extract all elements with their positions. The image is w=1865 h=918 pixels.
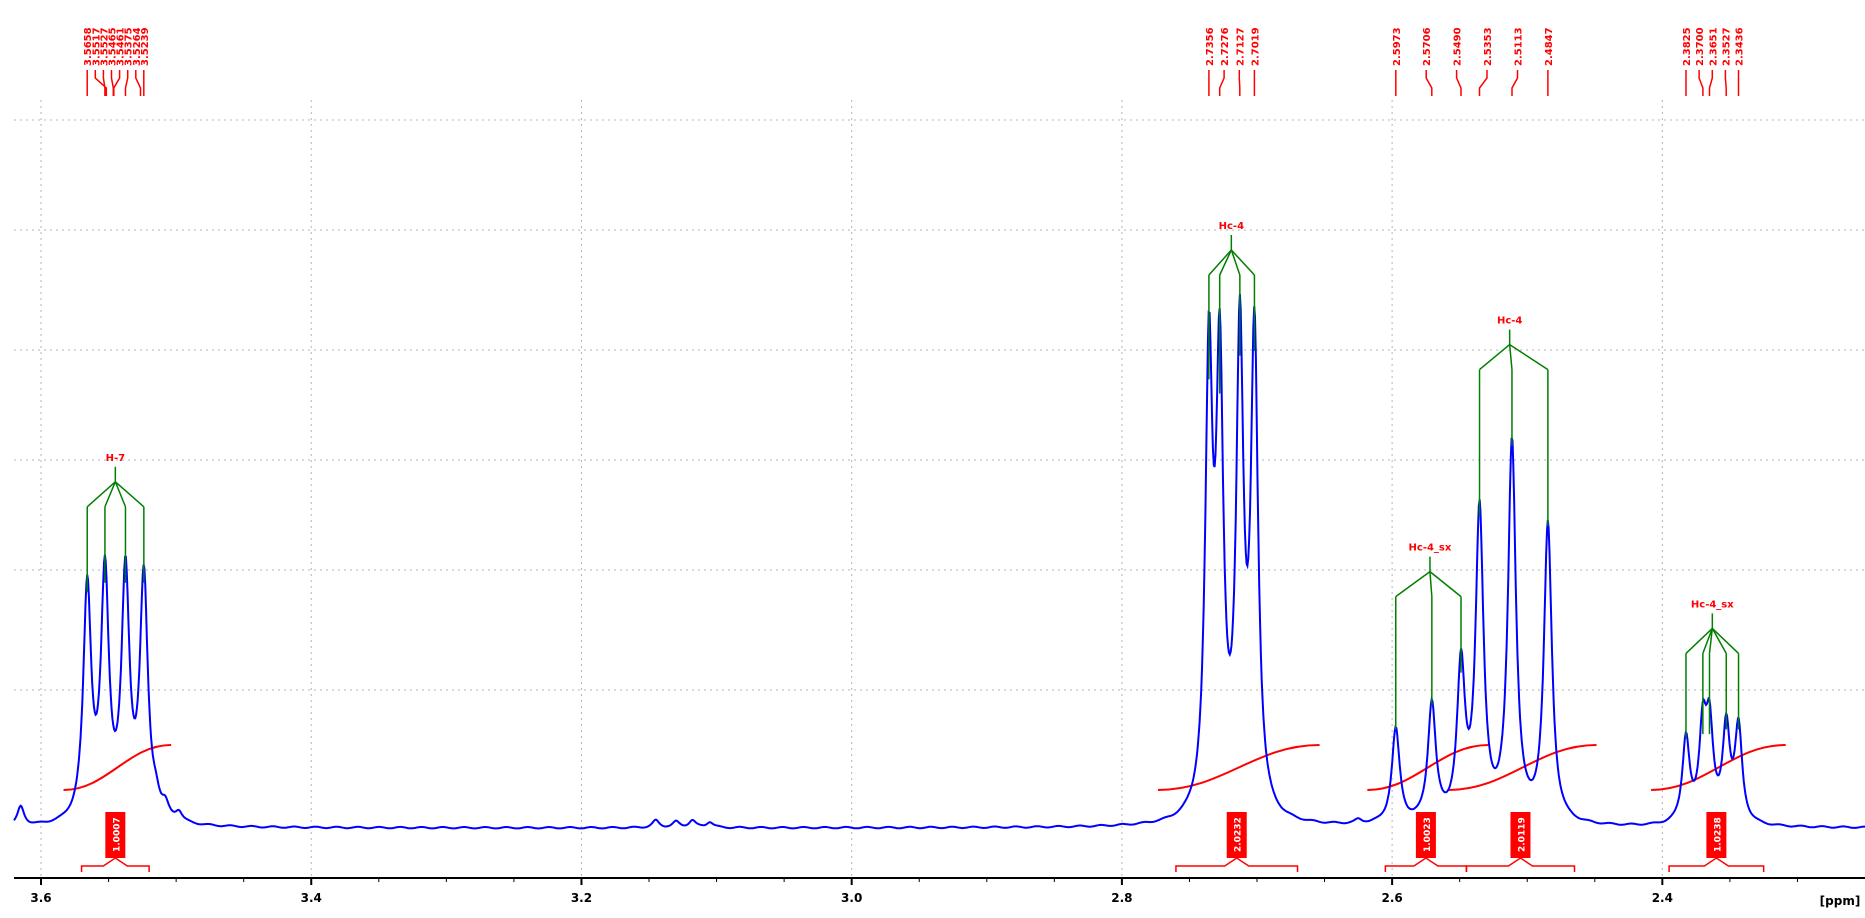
tree-branch [1685,627,1713,654]
integral-value: 1.0007 [112,817,122,852]
peak-label-leader [1455,70,1462,96]
spectrum-trace [13,294,1865,830]
multiplet-label: Hc-4_sx [1691,599,1734,610]
grid-lines [14,100,1865,878]
peak-label: 2.3700 [1695,27,1706,66]
x-tick-label: 2.8 [1111,891,1132,905]
tree-branch [114,481,127,508]
integral-curve [1157,744,1320,791]
peak-label-leader [1698,70,1704,96]
peak-label: 2.7019 [1250,27,1261,66]
integral-value: 1.0238 [1713,817,1723,852]
peak-label: 3.5527 [99,27,110,66]
tree-branch [1508,344,1513,370]
tree-branch [1429,571,1433,597]
multiplet-label: Hc-4 [1219,221,1244,232]
tree-branch [1509,343,1549,371]
tree-branch [104,481,117,508]
peak-label-leader [113,70,121,96]
peak-label: 2.5353 [1483,27,1494,66]
tree-branch [1479,344,1511,371]
peak-label: 2.5113 [1514,27,1525,66]
tree-branch [1219,249,1233,276]
peak-label-leader [1724,70,1727,96]
peak-label: 3.5465 [108,27,119,66]
peak-labels: 3.56583.55173.55273.54653.54613.53753.52… [83,27,1746,96]
peak-label: 3.5461 [116,27,127,66]
x-axis: 3.6 3.4 3.2 3.0 2.8 2.6 2.4 [14,877,1865,905]
x-tick-label: 2.6 [1381,891,1402,905]
integral-bracket [1465,857,1576,872]
peak-label-leader [94,70,108,96]
integral-brackets: 1.0007 2.0232 1.0023 2.0119 1.0238 [80,812,1765,872]
integral-curve [1367,744,1489,791]
integral-bracket [1175,857,1299,872]
peak-label: 3.5375 [124,27,135,66]
integral-value-box [1510,812,1531,858]
integral-value-box [1226,812,1247,858]
peak-label: 3.5264 [132,27,143,66]
peak-label-leader [1511,70,1519,96]
tree-branch [1230,249,1255,276]
tree-branch [114,481,145,508]
peak-label: 2.4847 [1544,27,1555,66]
peak-label-leader [110,70,115,96]
multiplet-trees: H-7 Hc-4 Hc-4_sx Hc-4 Hc-4_sx [86,221,1740,739]
peak-label-leader [1708,70,1714,96]
tree-branch [1708,628,1714,654]
x-tick-label: 2.4 [1652,891,1673,905]
tree-branch [1429,571,1462,598]
peak-label: 2.3651 [1708,27,1719,66]
peak-label: 2.7276 [1220,27,1231,66]
x-tick-label: 3.4 [301,891,322,905]
peak-label: 3.5239 [140,27,151,66]
peak-label: 2.5706 [1422,27,1433,66]
peak-label: 2.7127 [1235,27,1246,66]
integral-curve [1448,744,1597,791]
x-axis-label: [ppm] [1820,894,1861,908]
tree-branch [1702,628,1714,654]
spectrum-line [13,294,1865,830]
integral-value: 2.0119 [1517,817,1527,852]
peak-label-leader [1218,70,1225,96]
tree-branch [1230,249,1241,276]
peak-label: 2.7356 [1205,27,1216,66]
peak-label-leader [124,70,129,96]
integral-bracket [1668,857,1765,872]
tree-branch [1395,571,1431,598]
integral-value-box [1706,812,1727,858]
integral-curve [1651,744,1786,791]
integral-value-box [105,812,126,858]
integral-curve [63,744,172,791]
multiplet-label: Hc-4_sx [1409,543,1452,554]
peak-label: 2.3527 [1721,27,1732,66]
peak-label: 2.5973 [1392,27,1403,66]
peak-label: 3.5658 [83,27,94,66]
peak-label: 2.3436 [1735,27,1746,66]
integral-value-box [1415,812,1436,858]
peak-label-leader [135,70,142,96]
integral-curves [63,744,1786,791]
x-tick-label: 3.0 [841,891,862,905]
integral-bracket [80,857,150,872]
x-tick-label: 3.2 [571,891,592,905]
multiplet-label: H-7 [106,453,126,464]
tree-branch [1711,628,1727,654]
integral-bracket [1384,857,1468,872]
peak-label-leader [102,70,106,96]
peak-label: 3.5517 [91,27,102,66]
tree-branch [1208,249,1232,276]
peak-label: 2.5490 [1453,27,1464,66]
integral-value: 2.0232 [1234,817,1244,852]
peak-label-leader [1238,70,1241,96]
x-tick-label: 3.6 [30,891,51,905]
peak-label: 2.3825 [1682,27,1693,66]
tree-branch [1711,627,1740,654]
integral-value: 1.0023 [1423,817,1433,852]
tree-branch [86,481,116,508]
peak-label-leader [1478,70,1488,96]
peak-label-leader [1425,70,1433,96]
multiplet-label: Hc-4 [1497,316,1522,327]
